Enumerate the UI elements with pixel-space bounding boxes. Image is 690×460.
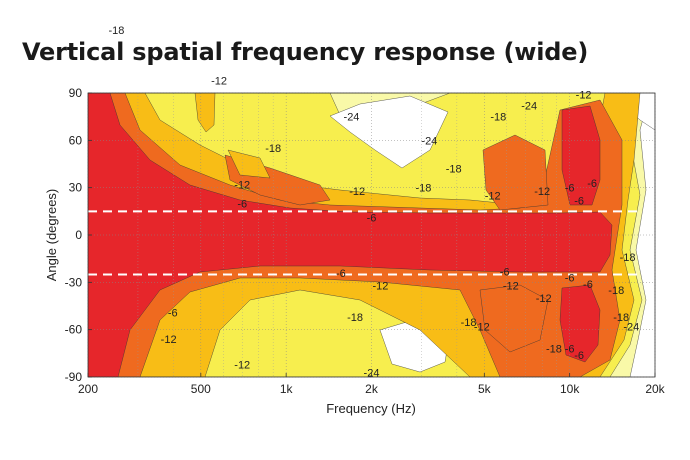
y-tick-label: 90 bbox=[69, 86, 83, 100]
contour-label: -12 bbox=[211, 75, 227, 87]
contour-label: -6 bbox=[565, 344, 575, 356]
contour-label: -18 bbox=[109, 25, 125, 37]
contour-label: -6 bbox=[237, 198, 247, 210]
contour-label: -6 bbox=[168, 307, 178, 319]
y-tick-label: -90 bbox=[65, 370, 83, 384]
x-tick-label: 10k bbox=[560, 382, 580, 396]
contour-label: -12 bbox=[534, 186, 550, 198]
contour-label: -6 bbox=[565, 183, 575, 195]
level-0-region bbox=[88, 93, 613, 377]
chart-title: Vertical spatial frequency response (wid… bbox=[22, 38, 589, 66]
contour-label: -6 bbox=[574, 350, 584, 362]
contour-label: -18 bbox=[608, 285, 624, 297]
contour-label: -18 bbox=[347, 312, 363, 324]
contour-label: -24 bbox=[521, 101, 537, 113]
contour-label: -18 bbox=[546, 344, 562, 356]
reference-lines bbox=[88, 210, 655, 276]
contour-label: -12 bbox=[474, 322, 490, 334]
contour-label: -12 bbox=[234, 180, 250, 192]
x-axis-label: Frequency (Hz) bbox=[326, 401, 416, 416]
contour-label: -24 bbox=[421, 135, 437, 147]
contour-labels: -12-18-24-18-24-12-6-12 -18-18-18-24-12-1… bbox=[109, 25, 640, 379]
contour-label: -6 bbox=[583, 279, 593, 291]
contour-label: -6 bbox=[336, 268, 346, 280]
x-axis: 200 500 1k 2k 5k 10k 20k bbox=[78, 373, 666, 396]
y-tick-label: 0 bbox=[75, 228, 82, 242]
x-tick-label: 200 bbox=[78, 382, 98, 396]
contour-label: -18 bbox=[461, 317, 477, 329]
contour-label: -12 bbox=[536, 293, 552, 305]
contour-label: -18 bbox=[446, 164, 462, 176]
contour-label: -24 bbox=[623, 322, 639, 334]
contour-label: -18 bbox=[490, 112, 506, 124]
contour-label: -6 bbox=[565, 273, 575, 285]
x-tick-label: 1k bbox=[280, 382, 294, 396]
contour-label: -6 bbox=[587, 178, 597, 190]
y-tick-label: -60 bbox=[65, 323, 83, 337]
level-minus6-region bbox=[482, 134, 549, 211]
contour-label: -6 bbox=[500, 266, 510, 278]
y-axis-label: Angle (degrees) bbox=[44, 189, 59, 282]
y-axis: 90 60 30 0 -30 -60 -90 bbox=[65, 86, 92, 384]
y-tick-label: -30 bbox=[65, 275, 83, 289]
contour-label: -12 bbox=[372, 280, 388, 292]
contour-label: -12 bbox=[503, 280, 519, 292]
level-0-region bbox=[559, 284, 601, 363]
level-minus6-region bbox=[479, 284, 549, 353]
contour-label: -18 bbox=[620, 252, 636, 264]
contour-label: -12 bbox=[161, 334, 177, 346]
below-minus24-area bbox=[329, 95, 449, 169]
contour-label: -12 bbox=[576, 90, 592, 102]
level-minus12-region bbox=[194, 93, 216, 133]
x-tick-label: 20k bbox=[645, 382, 665, 396]
contour-label: -6 bbox=[367, 213, 377, 225]
contour-label: -24 bbox=[344, 112, 360, 124]
y-tick-label: 30 bbox=[69, 181, 83, 195]
contour-label: -18 bbox=[416, 183, 432, 195]
level-0-region bbox=[561, 105, 601, 206]
contour-label: -18 bbox=[613, 312, 629, 324]
contour-label: -12 bbox=[349, 186, 365, 198]
contour-label: -12 bbox=[485, 191, 501, 203]
contour-label: -6 bbox=[574, 195, 584, 207]
contour-label: -12 bbox=[234, 359, 250, 371]
x-tick-label: 2k bbox=[365, 382, 379, 396]
x-tick-label: 5k bbox=[478, 382, 492, 396]
contour-label: -18 bbox=[265, 143, 281, 155]
x-tick-label: 500 bbox=[191, 382, 211, 396]
level-minus12-region bbox=[227, 149, 271, 179]
y-tick-label: 60 bbox=[69, 133, 83, 147]
